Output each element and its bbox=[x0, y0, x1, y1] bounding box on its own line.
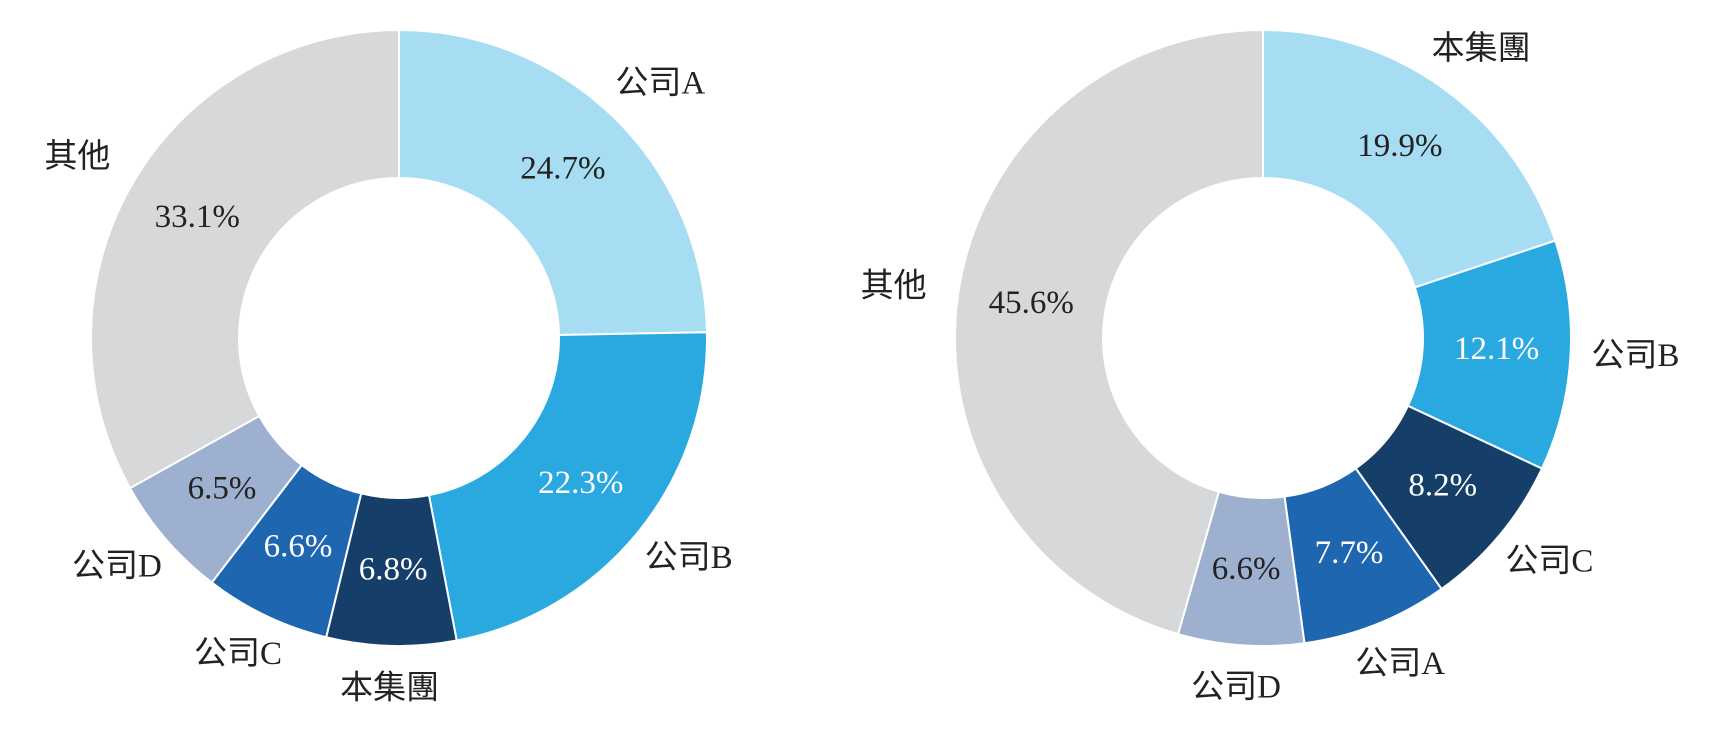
value-label: 33.1% bbox=[155, 199, 240, 235]
category-label: 公司B bbox=[1591, 338, 1679, 374]
value-label: 6.6% bbox=[1212, 551, 1281, 587]
category-label: 本集團 bbox=[340, 669, 439, 706]
value-label: 22.3% bbox=[538, 465, 623, 501]
value-label: 24.7% bbox=[520, 151, 605, 187]
value-label: 7.7% bbox=[1315, 535, 1384, 571]
category-label: 公司A bbox=[1355, 646, 1445, 682]
category-label: 公司C bbox=[194, 636, 282, 672]
category-label: 本集團 bbox=[1432, 30, 1531, 67]
donut-slice bbox=[398, 28, 708, 337]
donut-slice bbox=[954, 28, 1264, 636]
value-label: 12.1% bbox=[1454, 331, 1539, 367]
donut-slice bbox=[90, 28, 400, 490]
value-label: 6.8% bbox=[359, 552, 428, 588]
category-label: 公司D bbox=[1191, 670, 1281, 706]
category-label: 公司A bbox=[615, 66, 705, 102]
donut-slice bbox=[1262, 28, 1557, 289]
value-label: 6.6% bbox=[264, 529, 333, 565]
category-label: 其他 bbox=[44, 138, 110, 175]
value-label: 8.2% bbox=[1408, 467, 1477, 503]
value-label: 6.5% bbox=[188, 471, 257, 507]
value-label: 45.6% bbox=[989, 285, 1074, 321]
category-label: 其他 bbox=[861, 267, 927, 304]
donut-slice bbox=[427, 331, 708, 642]
category-label: 公司B bbox=[645, 540, 733, 576]
value-label: 19.9% bbox=[1357, 128, 1442, 164]
category-label: 公司C bbox=[1505, 544, 1593, 580]
category-label: 公司D bbox=[72, 549, 162, 585]
